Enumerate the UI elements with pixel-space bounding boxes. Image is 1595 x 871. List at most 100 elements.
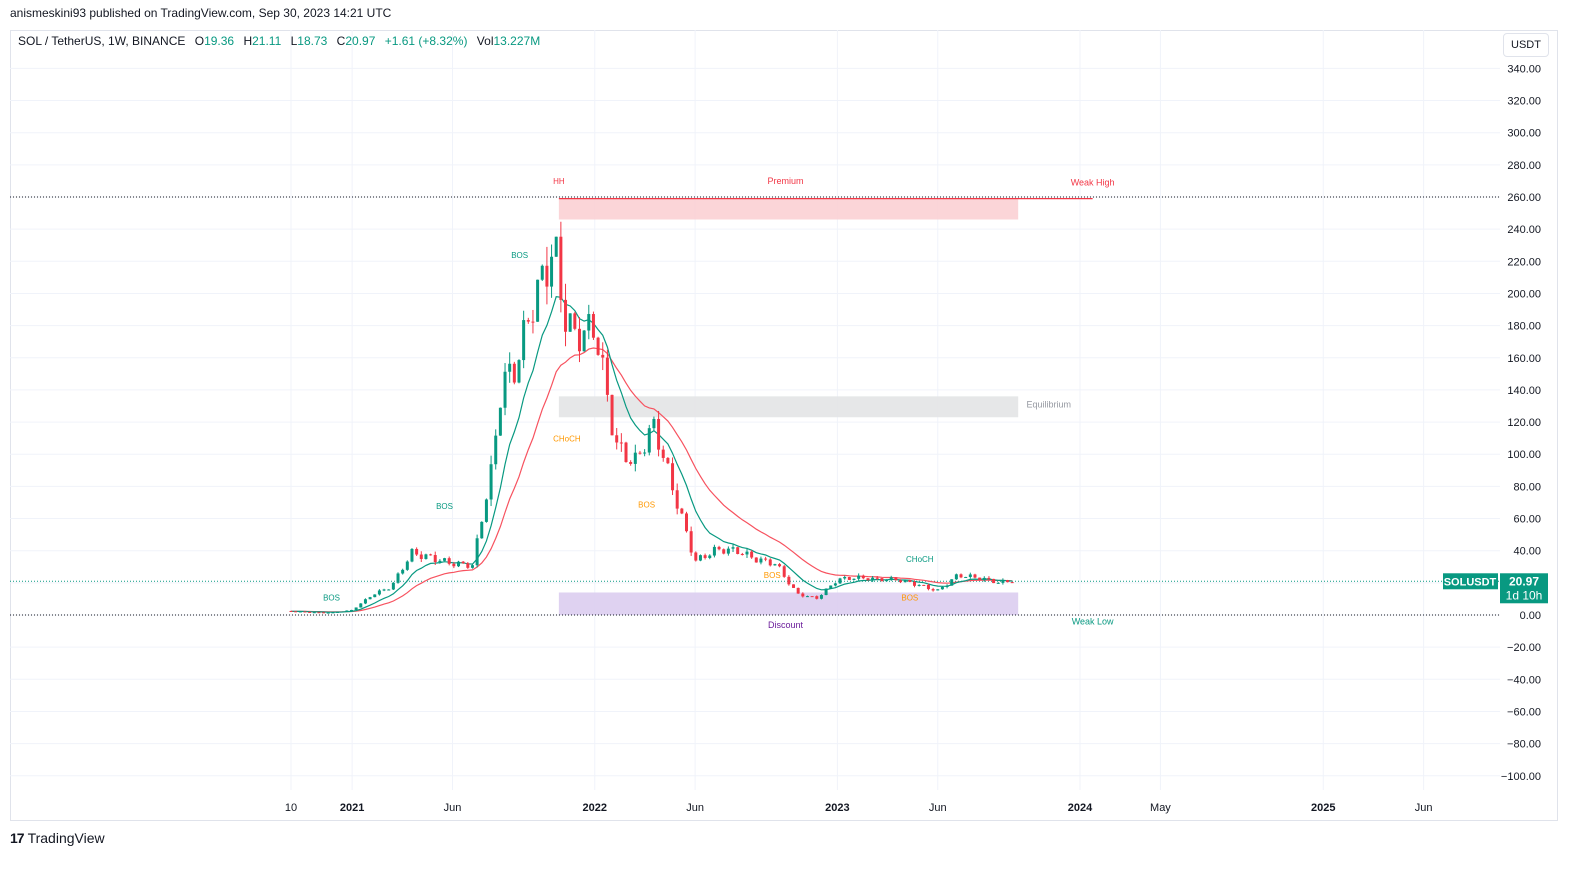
- candle-body: [689, 531, 693, 553]
- candle-body: [643, 452, 647, 454]
- candle-body: [298, 611, 302, 613]
- candle-body: [443, 558, 447, 561]
- annotation-premium: Premium: [768, 176, 804, 186]
- y-tick-label: 120.00: [1507, 417, 1541, 429]
- candle-body: [317, 612, 321, 614]
- candle-body: [503, 371, 507, 408]
- x-tick-label: 2022: [583, 802, 607, 814]
- candle-body: [838, 578, 842, 584]
- candle-body: [792, 584, 796, 588]
- candle-body: [871, 577, 875, 581]
- legend-symbol[interactable]: SOL / TetherUS, 1W, BINANCE: [18, 34, 186, 48]
- candle-body: [345, 610, 349, 612]
- candle-body: [401, 569, 405, 574]
- candle-body: [880, 578, 884, 582]
- candle-body: [322, 612, 326, 614]
- candle-body: [354, 607, 358, 610]
- candle-body: [801, 593, 805, 597]
- candle-body: [950, 579, 954, 586]
- footer: 17 TradingView: [10, 830, 105, 846]
- candle-body: [675, 490, 679, 509]
- tradingview-logo-icon[interactable]: 17: [10, 830, 25, 846]
- candle-body: [954, 574, 958, 580]
- legend-vol-label: Vol: [476, 34, 494, 48]
- candle-body: [494, 435, 498, 465]
- candle-body: [759, 558, 763, 563]
- candle-body: [550, 256, 554, 287]
- x-tick-label: Jun: [929, 802, 947, 814]
- candle-body: [536, 279, 540, 322]
- y-tick-label: −60.00: [1507, 706, 1541, 718]
- annotation-choch: CHoCH: [553, 434, 581, 443]
- annotation-choch: CHoCH: [906, 555, 934, 564]
- candle-body: [857, 575, 861, 579]
- candle-body: [419, 554, 423, 559]
- candle-body: [512, 363, 516, 383]
- candle-body: [405, 561, 409, 570]
- candle-body: [424, 554, 428, 559]
- candle-body: [926, 584, 930, 590]
- currency-unit-button[interactable]: USDT: [1503, 33, 1549, 57]
- candle-body: [387, 589, 391, 591]
- candle-body: [308, 611, 312, 613]
- candle-body: [433, 555, 437, 562]
- price-tag-countdown: 1d 10h: [1506, 588, 1543, 602]
- legend-close: 20.97: [345, 34, 376, 48]
- y-tick-label: 140.00: [1507, 385, 1541, 397]
- footer-brand[interactable]: TradingView: [27, 830, 105, 846]
- candle-body: [796, 587, 800, 594]
- y-tick-label: 320.00: [1507, 96, 1541, 108]
- y-tick-label: 60.00: [1513, 514, 1541, 526]
- price-tag-symbol: SOLUSDT: [1444, 576, 1497, 588]
- candle-body: [754, 557, 758, 563]
- candle-body: [885, 579, 889, 582]
- chart-legend: SOL / TetherUS, 1W, BINANCE O19.36 H21.1…: [18, 34, 540, 48]
- candle-body: [787, 576, 791, 585]
- candle-body: [587, 314, 591, 331]
- candle-body: [438, 560, 442, 562]
- candle-body: [457, 561, 461, 567]
- candle-body: [1001, 580, 1005, 583]
- x-tick-label: May: [1150, 802, 1171, 814]
- candle-body: [349, 609, 353, 611]
- candle-body: [708, 555, 712, 558]
- candle-body: [331, 612, 335, 614]
- x-tick-label: Jun: [1415, 802, 1433, 814]
- candle-body: [591, 314, 595, 338]
- candle-body: [638, 452, 642, 454]
- candle-body: [289, 610, 293, 612]
- zone-discount: [558, 592, 1019, 615]
- x-tick-label: 2025: [1311, 802, 1335, 814]
- y-tick-label: 80.00: [1513, 481, 1541, 493]
- candle-body: [726, 548, 730, 554]
- candle-body: [619, 442, 623, 444]
- candle-body: [517, 360, 521, 383]
- candle-body: [601, 354, 605, 358]
- candle-body: [694, 552, 698, 561]
- candle-body: [633, 452, 637, 464]
- candle-body: [782, 566, 786, 577]
- candle-body: [447, 558, 451, 564]
- candle-body: [652, 418, 656, 429]
- candle-body: [294, 611, 298, 613]
- candle-body: [964, 576, 968, 578]
- y-tick-label: −100.00: [1501, 771, 1541, 783]
- annotation-bos: BOS: [323, 594, 340, 603]
- candle-body: [680, 508, 684, 514]
- publish-info: anismeskini93 published on TradingView.c…: [10, 6, 392, 20]
- candle-body: [377, 590, 381, 595]
- x-tick-label: 2021: [340, 802, 364, 814]
- candle-body: [489, 464, 493, 500]
- candle-body: [978, 577, 982, 581]
- candle-body: [847, 576, 851, 580]
- candle-body: [815, 596, 819, 599]
- candle-body: [382, 589, 386, 591]
- candle-body: [484, 499, 488, 522]
- price-tag-value: 20.97: [1509, 574, 1539, 588]
- candle-body: [480, 521, 484, 539]
- y-tick-label: −80.00: [1507, 739, 1541, 751]
- x-tick-label: 2023: [825, 802, 849, 814]
- candle-body: [973, 574, 977, 578]
- candle-body: [987, 577, 991, 579]
